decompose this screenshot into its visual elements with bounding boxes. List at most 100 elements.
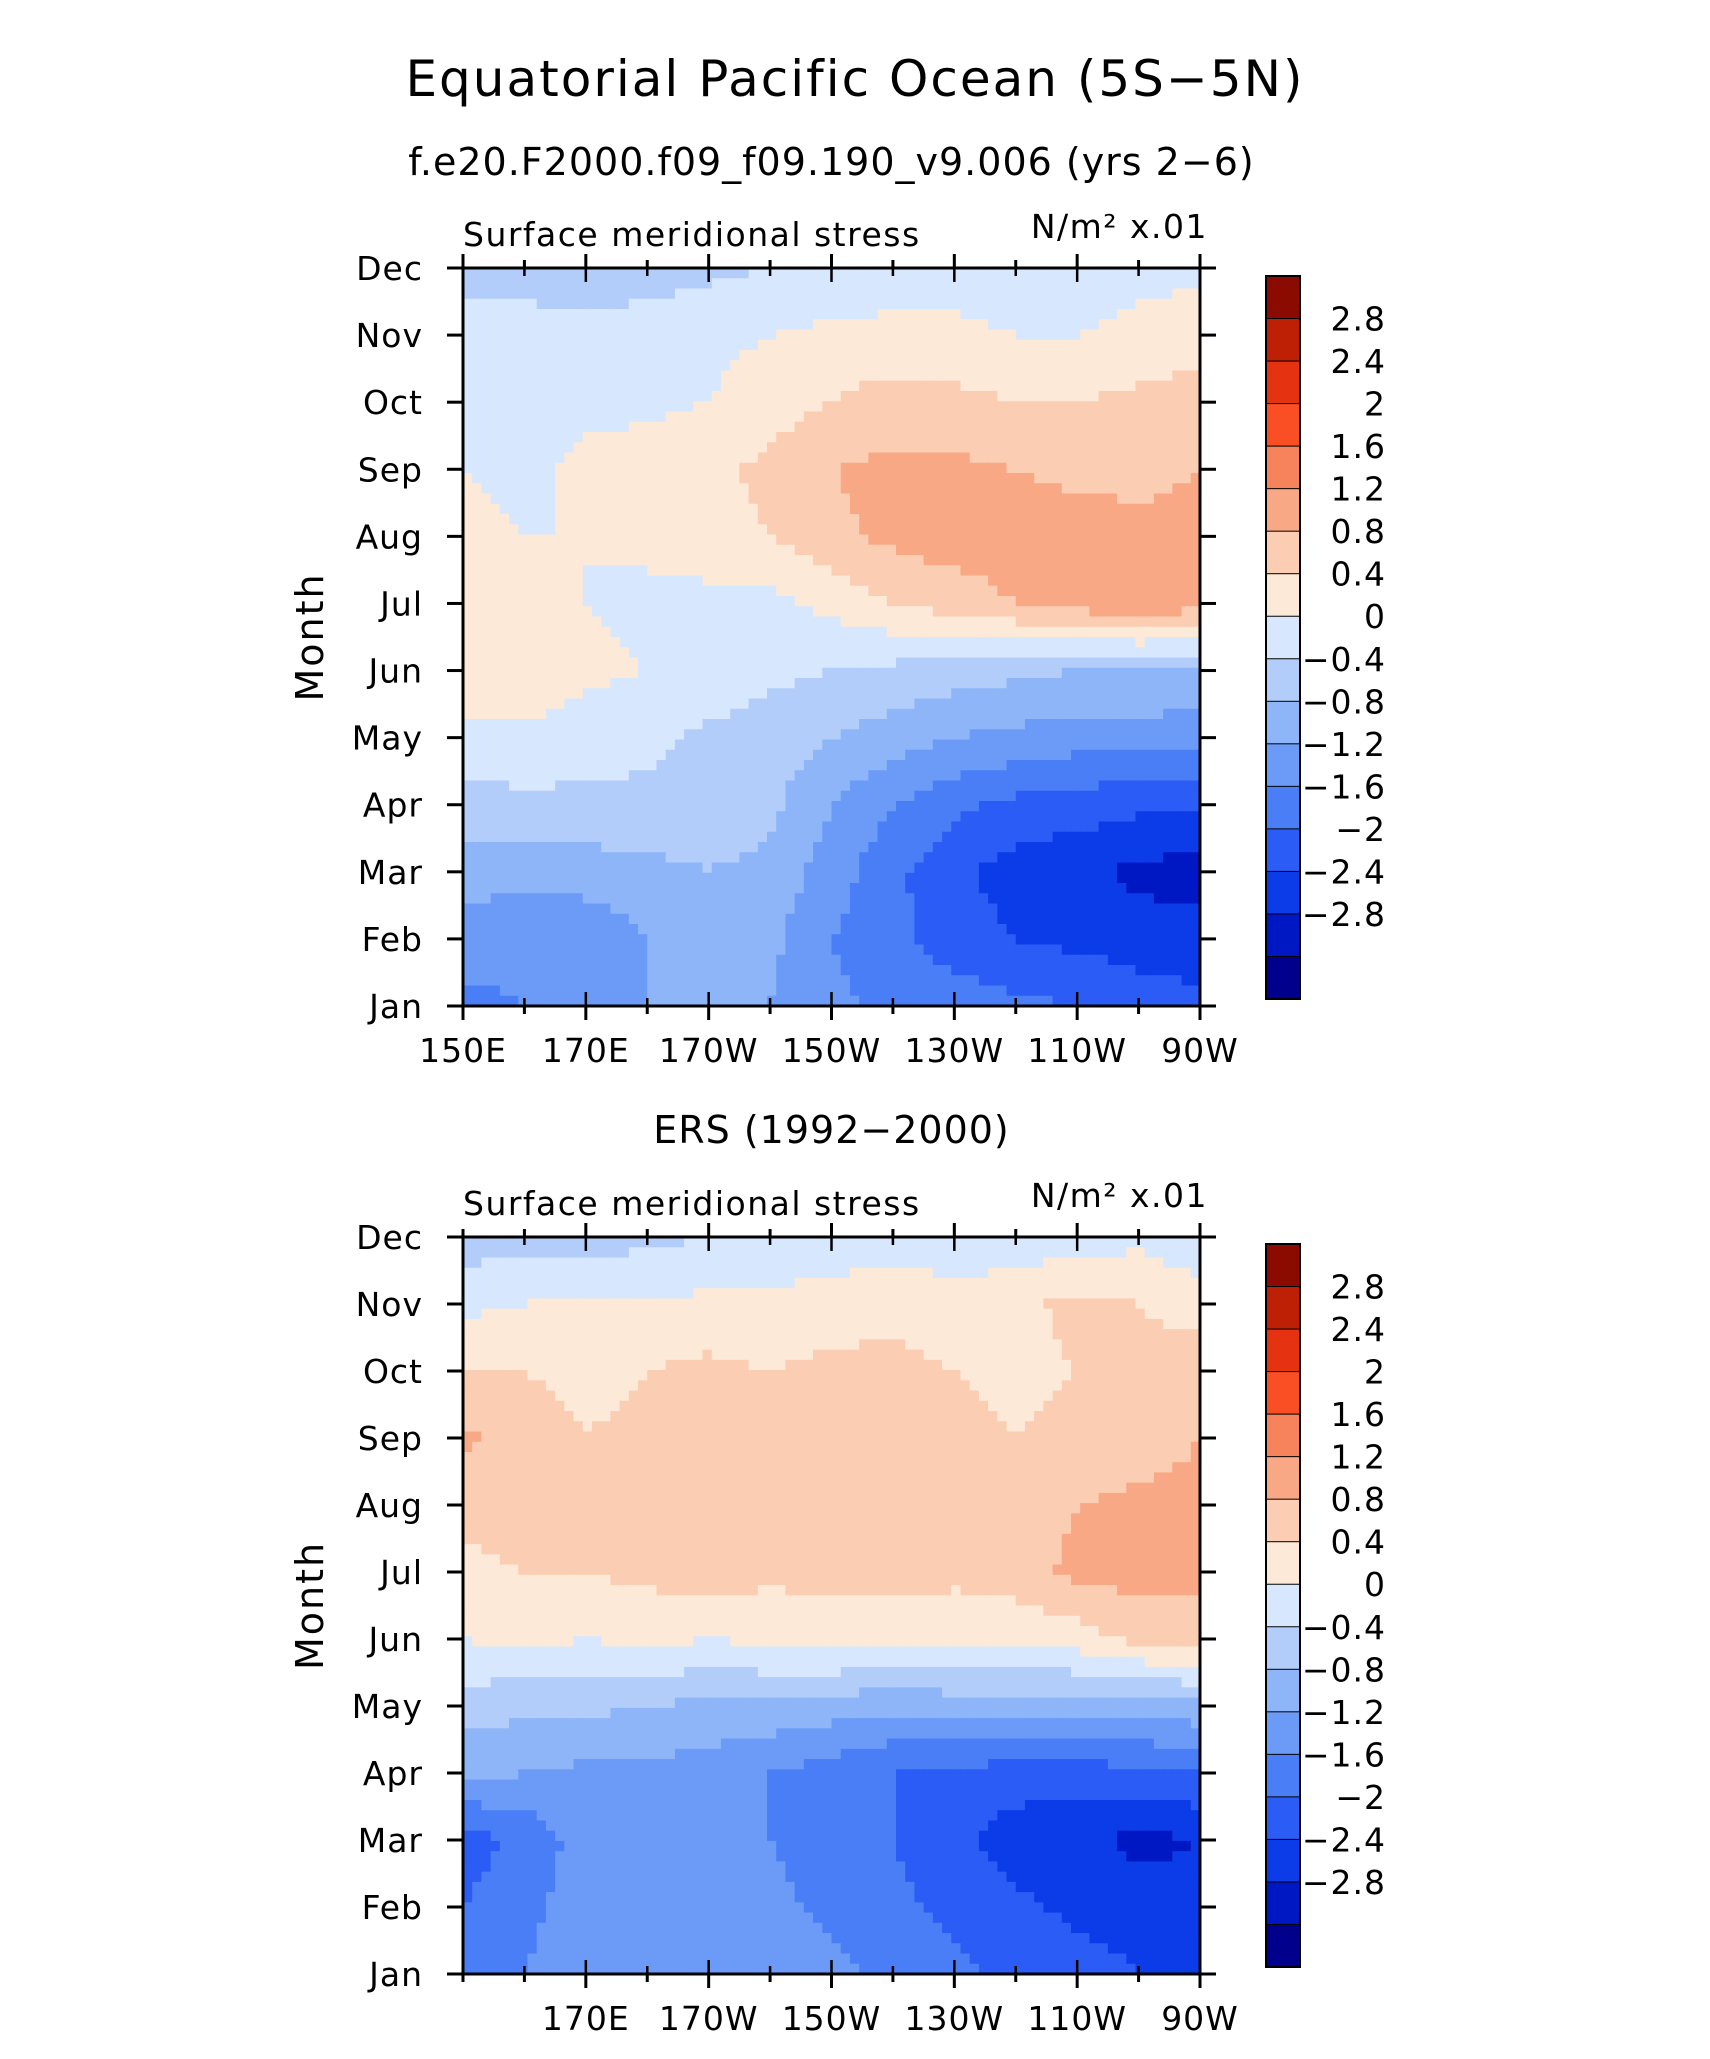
- contour-cell: [1024, 411, 1035, 423]
- contour-cell: [1190, 360, 1201, 372]
- contour-cell: [1126, 893, 1137, 905]
- contour-cell: [647, 883, 658, 894]
- contour-cell: [886, 872, 897, 884]
- contour-cell: [665, 749, 676, 761]
- contour-cell: [647, 452, 658, 464]
- contour-cell: [1043, 288, 1054, 300]
- contour-cell: [1181, 319, 1192, 331]
- contour-cell: [1034, 401, 1044, 413]
- contour-cell: [720, 862, 731, 874]
- contour-cell: [794, 329, 805, 341]
- contour-cell: [1015, 391, 1026, 402]
- contour-cell: [472, 780, 483, 792]
- contour-cell: [840, 493, 851, 505]
- contour-cell: [942, 565, 952, 577]
- contour-cell: [1172, 749, 1183, 761]
- contour-cell: [619, 585, 630, 597]
- contour-cell: [1080, 298, 1091, 310]
- contour-cell: [1172, 329, 1183, 341]
- contour-cell: [665, 555, 676, 566]
- contour-cell: [877, 842, 888, 853]
- contour-cell: [1107, 596, 1118, 607]
- contour-cell: [1190, 719, 1201, 730]
- contour-cell: [601, 801, 611, 812]
- contour-cell: [1043, 329, 1054, 341]
- contour-cell: [665, 801, 676, 812]
- contour-cell: [923, 421, 934, 433]
- contour-cell: [822, 801, 833, 812]
- contour-cell: [582, 421, 593, 433]
- contour-cell: [1071, 432, 1081, 443]
- contour-cell: [711, 596, 722, 607]
- contour-cell: [591, 790, 602, 802]
- contour-cell: [748, 411, 759, 423]
- contour-cell: [785, 380, 796, 392]
- contour-cell: [463, 401, 473, 413]
- contour-cell: [776, 524, 787, 536]
- contour-cell: [1098, 544, 1109, 556]
- contour-cell: [647, 790, 658, 802]
- contour-cell: [711, 729, 722, 741]
- contour-cell: [932, 790, 943, 802]
- contour-cell: [702, 432, 713, 443]
- contour-cell: [868, 842, 879, 853]
- contour-cell: [527, 719, 538, 730]
- contour-cell: [1190, 872, 1201, 884]
- contour-cell: [813, 288, 823, 300]
- contour-cell: [702, 298, 713, 310]
- contour-cell: [1061, 739, 1072, 751]
- contour-cell: [509, 647, 519, 659]
- contour-cell: [619, 411, 630, 423]
- contour-cell: [527, 575, 538, 587]
- contour-cell: [895, 821, 906, 833]
- contour-cell: [1043, 821, 1054, 833]
- contour-cell: [1015, 401, 1026, 413]
- contour-cell: [951, 432, 962, 443]
- contour-cell: [730, 760, 740, 771]
- contour-cell: [767, 739, 777, 751]
- contour-cell: [1117, 585, 1127, 597]
- contour-cell: [813, 339, 823, 351]
- contour-cell: [1181, 555, 1192, 566]
- contour-cell: [757, 770, 768, 782]
- contour-cell: [905, 657, 916, 669]
- contour-cell: [518, 657, 529, 669]
- contour-cell: [886, 708, 897, 720]
- contour-cell: [1126, 411, 1137, 423]
- contour-cell: [840, 585, 851, 597]
- contour-cell: [638, 503, 648, 515]
- contour-cell: [1135, 329, 1146, 341]
- contour-cell: [1172, 821, 1183, 833]
- contour-cell: [1117, 288, 1127, 300]
- contour-cell: [1043, 452, 1054, 464]
- contour-cell: [702, 278, 713, 290]
- contour-cell: [988, 339, 998, 351]
- contour-cell: [472, 852, 483, 864]
- contour-cell: [1080, 473, 1091, 484]
- contour-cell: [785, 852, 796, 864]
- contour-cell: [960, 268, 971, 279]
- contour-cell: [1190, 380, 1201, 392]
- contour-cell: [849, 452, 860, 464]
- contour-cell: [720, 616, 731, 628]
- contour-cell: [1089, 657, 1100, 669]
- contour-cell: [545, 883, 556, 894]
- contour-cell: [536, 637, 547, 648]
- contour-cell: [767, 893, 777, 905]
- contour-cell: [1043, 606, 1054, 618]
- contour-cell: [564, 749, 575, 761]
- contour-cell: [757, 483, 768, 495]
- contour-cell: [794, 688, 805, 700]
- contour-cell: [1135, 790, 1146, 802]
- contour-cell: [1043, 811, 1054, 823]
- contour-cell: [720, 298, 731, 310]
- contour-cell: [490, 411, 501, 423]
- contour-cell: [674, 524, 685, 536]
- contour-cell: [555, 688, 565, 700]
- contour-cell: [813, 739, 823, 751]
- contour-cell: [1144, 760, 1155, 771]
- contour-cell: [1153, 288, 1164, 300]
- contour-cell: [997, 380, 1008, 392]
- contour-cell: [619, 637, 630, 648]
- contour-cell: [1043, 862, 1054, 874]
